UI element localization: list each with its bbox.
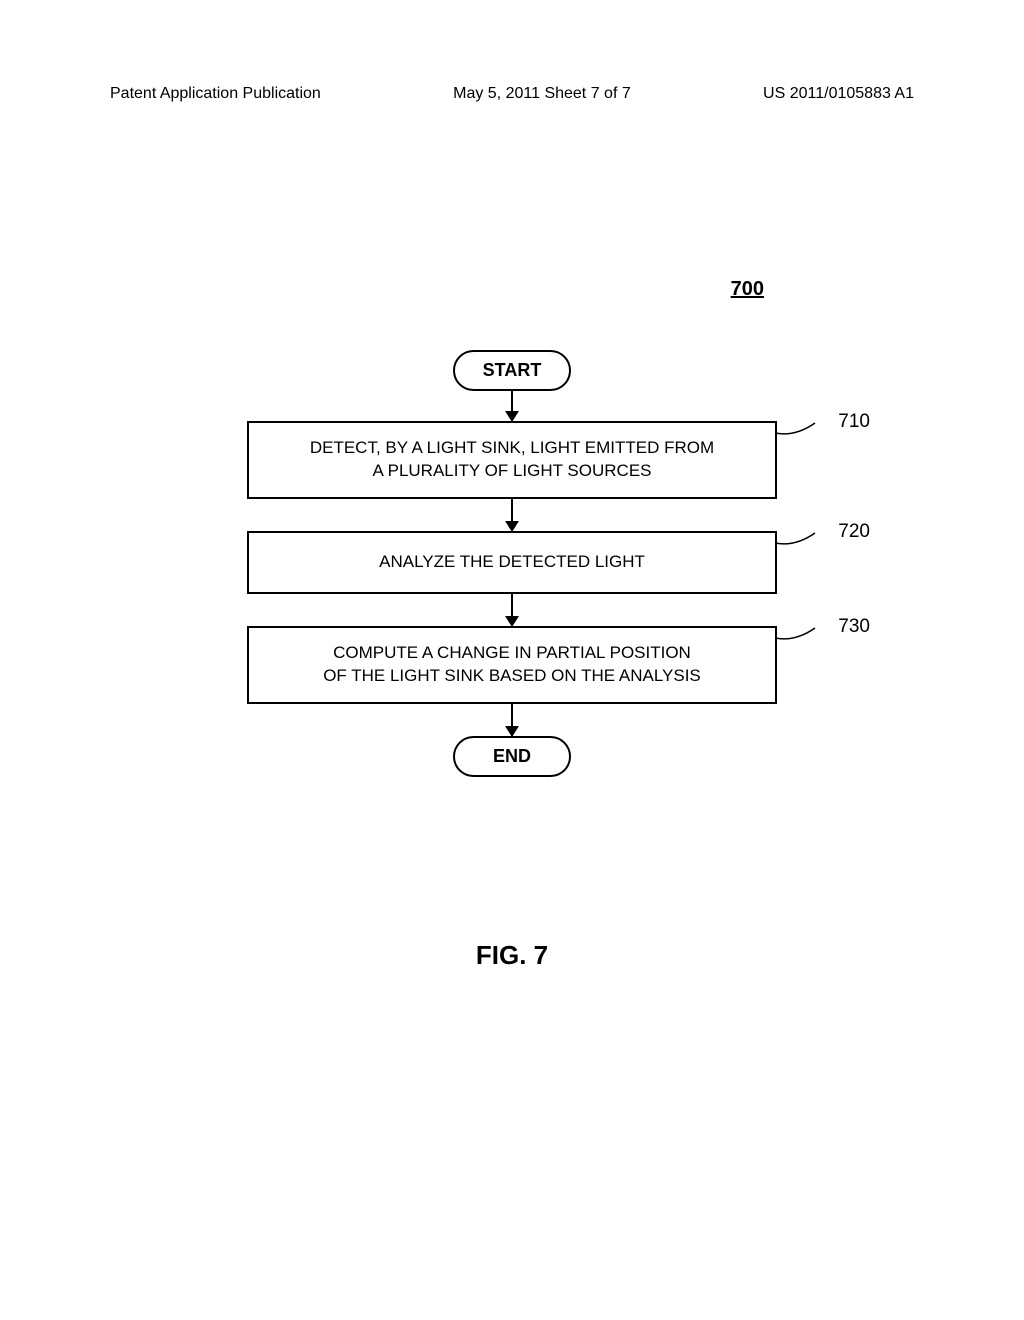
step-text: A PLURALITY OF LIGHT SOURCES — [269, 460, 755, 483]
step-text: DETECT, BY A LIGHT SINK, LIGHT EMITTED F… — [269, 437, 755, 460]
arrow-icon — [511, 391, 513, 421]
header-center: May 5, 2011 Sheet 7 of 7 — [453, 85, 631, 103]
step-text: OF THE LIGHT SINK BASED ON THE ANALYSIS — [269, 665, 755, 688]
end-terminal: END — [453, 736, 571, 777]
figure-label: FIG. 7 — [476, 940, 548, 971]
process-step-710: DETECT, BY A LIGHT SINK, LIGHT EMITTED F… — [247, 421, 777, 499]
ref-number-main: 700 — [731, 278, 764, 301]
start-terminal: START — [453, 350, 572, 391]
ref-number: 710 — [838, 409, 870, 435]
connector-icon — [775, 622, 830, 646]
connector-icon — [775, 417, 830, 441]
arrow-icon — [511, 499, 513, 531]
header-right: US 2011/0105883 A1 — [763, 85, 914, 103]
page-header: Patent Application Publication May 5, 20… — [0, 85, 1024, 103]
ref-number: 720 — [838, 519, 870, 545]
step-text: ANALYZE THE DETECTED LIGHT — [269, 551, 755, 574]
header-left: Patent Application Publication — [110, 85, 321, 103]
connector-icon — [775, 527, 830, 551]
ref-number: 730 — [838, 614, 870, 640]
flowchart-container: START DETECT, BY A LIGHT SINK, LIGHT EMI… — [247, 350, 777, 777]
step-text: COMPUTE A CHANGE IN PARTIAL POSITION — [269, 642, 755, 665]
arrow-icon — [511, 594, 513, 626]
process-step-730: COMPUTE A CHANGE IN PARTIAL POSITION OF … — [247, 626, 777, 704]
arrow-icon — [511, 704, 513, 736]
process-step-720: ANALYZE THE DETECTED LIGHT 720 — [247, 531, 777, 594]
